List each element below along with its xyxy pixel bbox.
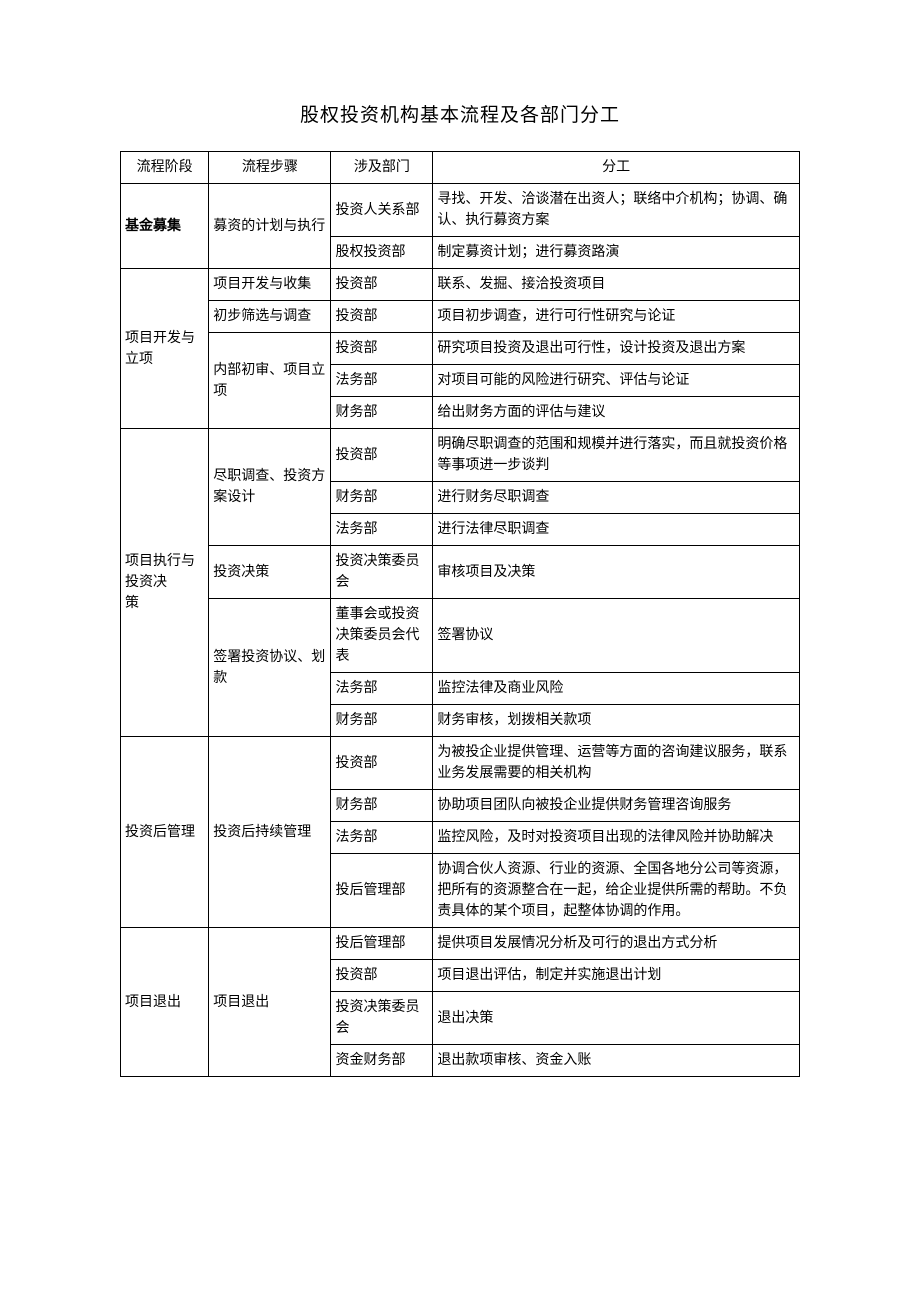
cell-stage: 项目退出 bbox=[121, 928, 209, 1077]
cell-dept: 财务部 bbox=[331, 790, 433, 822]
table-row: 项目退出项目退出投后管理部提供项目发展情况分析及可行的退出方式分析 bbox=[121, 928, 800, 960]
cell-work: 制定募资计划；进行募资路演 bbox=[433, 237, 800, 269]
cell-dept: 股权投资部 bbox=[331, 237, 433, 269]
cell-stage: 基金募集 bbox=[121, 184, 209, 269]
cell-work: 监控风险，及时对投资项目出现的法律风险并协助解决 bbox=[433, 822, 800, 854]
cell-work: 为被投企业提供管理、运营等方面的咨询建议服务，联系业务发展需要的相关机构 bbox=[433, 737, 800, 790]
cell-step: 内部初审、项目立项 bbox=[209, 333, 331, 429]
cell-work: 提供项目发展情况分析及可行的退出方式分析 bbox=[433, 928, 800, 960]
table-row: 初步筛选与调查投资部项目初步调查，进行可行性研究与论证 bbox=[121, 301, 800, 333]
cell-work: 协助项目团队向被投企业提供财务管理咨询服务 bbox=[433, 790, 800, 822]
cell-work: 明确尽职调查的范围和规模并进行落实，而且就投资价格等事项进一步谈判 bbox=[433, 429, 800, 482]
table-row: 签署投资协议、划款董事会或投资决策委员会代表签署协议 bbox=[121, 599, 800, 673]
cell-dept: 投资部 bbox=[331, 301, 433, 333]
cell-work: 对项目可能的风险进行研究、评估与论证 bbox=[433, 365, 800, 397]
process-table: 流程阶段 流程步骤 涉及部门 分工 基金募集募资的计划与执行投资人关系部寻找、开… bbox=[120, 151, 800, 1077]
cell-stage: 项目开发与立项 bbox=[121, 269, 209, 429]
cell-work: 研究项目投资及退出可行性，设计投资及退出方案 bbox=[433, 333, 800, 365]
cell-dept: 财务部 bbox=[331, 705, 433, 737]
cell-dept: 投资部 bbox=[331, 333, 433, 365]
cell-step: 初步筛选与调查 bbox=[209, 301, 331, 333]
table-row: 项目开发与立项项目开发与收集投资部联系、发掘、接洽投资项目 bbox=[121, 269, 800, 301]
cell-work: 协调合伙人资源、行业的资源、全国各地分公司等资源，把所有的资源整合在一起，给企业… bbox=[433, 854, 800, 928]
cell-step: 项目退出 bbox=[209, 928, 331, 1077]
cell-work: 进行法律尽职调查 bbox=[433, 514, 800, 546]
cell-work: 项目初步调查，进行可行性研究与论证 bbox=[433, 301, 800, 333]
table-header-row: 流程阶段 流程步骤 涉及部门 分工 bbox=[121, 152, 800, 184]
cell-dept: 财务部 bbox=[331, 397, 433, 429]
cell-work: 退出款项审核、资金入账 bbox=[433, 1045, 800, 1077]
cell-dept: 董事会或投资决策委员会代表 bbox=[331, 599, 433, 673]
col-work: 分工 bbox=[433, 152, 800, 184]
cell-dept: 投资人关系部 bbox=[331, 184, 433, 237]
col-dept: 涉及部门 bbox=[331, 152, 433, 184]
cell-dept: 法务部 bbox=[331, 365, 433, 397]
cell-step: 签署投资协议、划款 bbox=[209, 599, 331, 737]
cell-work: 审核项目及决策 bbox=[433, 546, 800, 599]
col-step: 流程步骤 bbox=[209, 152, 331, 184]
cell-work: 签署协议 bbox=[433, 599, 800, 673]
cell-dept: 投资决策委员会 bbox=[331, 546, 433, 599]
cell-work: 寻找、开发、洽谈潜在出资人；联络中介机构；协调、确认、执行募资方案 bbox=[433, 184, 800, 237]
cell-stage: 项目执行与投资决 策 bbox=[121, 429, 209, 737]
cell-step: 投资决策 bbox=[209, 546, 331, 599]
table-row: 投资后管理投资后持续管理投资部为被投企业提供管理、运营等方面的咨询建议服务，联系… bbox=[121, 737, 800, 790]
table-row: 投资决策投资决策委员会审核项目及决策 bbox=[121, 546, 800, 599]
cell-dept: 资金财务部 bbox=[331, 1045, 433, 1077]
cell-dept: 财务部 bbox=[331, 482, 433, 514]
cell-dept: 法务部 bbox=[331, 822, 433, 854]
cell-step: 项目开发与收集 bbox=[209, 269, 331, 301]
cell-dept: 投资部 bbox=[331, 737, 433, 790]
cell-dept: 投资部 bbox=[331, 429, 433, 482]
cell-dept: 法务部 bbox=[331, 673, 433, 705]
document-page: 股权投资机构基本流程及各部门分工 流程阶段 流程步骤 涉及部门 分工 基金募集募… bbox=[0, 0, 920, 1137]
cell-work: 监控法律及商业风险 bbox=[433, 673, 800, 705]
cell-work: 项目退出评估，制定并实施退出计划 bbox=[433, 960, 800, 992]
cell-dept: 投资决策委员会 bbox=[331, 992, 433, 1045]
cell-step: 募资的计划与执行 bbox=[209, 184, 331, 269]
document-title: 股权投资机构基本流程及各部门分工 bbox=[120, 100, 800, 127]
cell-work: 财务审核，划拨相关款项 bbox=[433, 705, 800, 737]
cell-work: 进行财务尽职调查 bbox=[433, 482, 800, 514]
table-row: 基金募集募资的计划与执行投资人关系部寻找、开发、洽谈潜在出资人；联络中介机构；协… bbox=[121, 184, 800, 237]
cell-step: 尽职调查、投资方案设计 bbox=[209, 429, 331, 546]
col-stage: 流程阶段 bbox=[121, 152, 209, 184]
cell-work: 退出决策 bbox=[433, 992, 800, 1045]
cell-step: 投资后持续管理 bbox=[209, 737, 331, 928]
cell-stage: 投资后管理 bbox=[121, 737, 209, 928]
cell-dept: 法务部 bbox=[331, 514, 433, 546]
table-row: 内部初审、项目立项投资部研究项目投资及退出可行性，设计投资及退出方案 bbox=[121, 333, 800, 365]
cell-dept: 投后管理部 bbox=[331, 854, 433, 928]
cell-dept: 投后管理部 bbox=[331, 928, 433, 960]
table-row: 项目执行与投资决 策尽职调查、投资方案设计投资部明确尽职调查的范围和规模并进行落… bbox=[121, 429, 800, 482]
cell-dept: 投资部 bbox=[331, 269, 433, 301]
cell-work: 给出财务方面的评估与建议 bbox=[433, 397, 800, 429]
cell-dept: 投资部 bbox=[331, 960, 433, 992]
cell-work: 联系、发掘、接洽投资项目 bbox=[433, 269, 800, 301]
